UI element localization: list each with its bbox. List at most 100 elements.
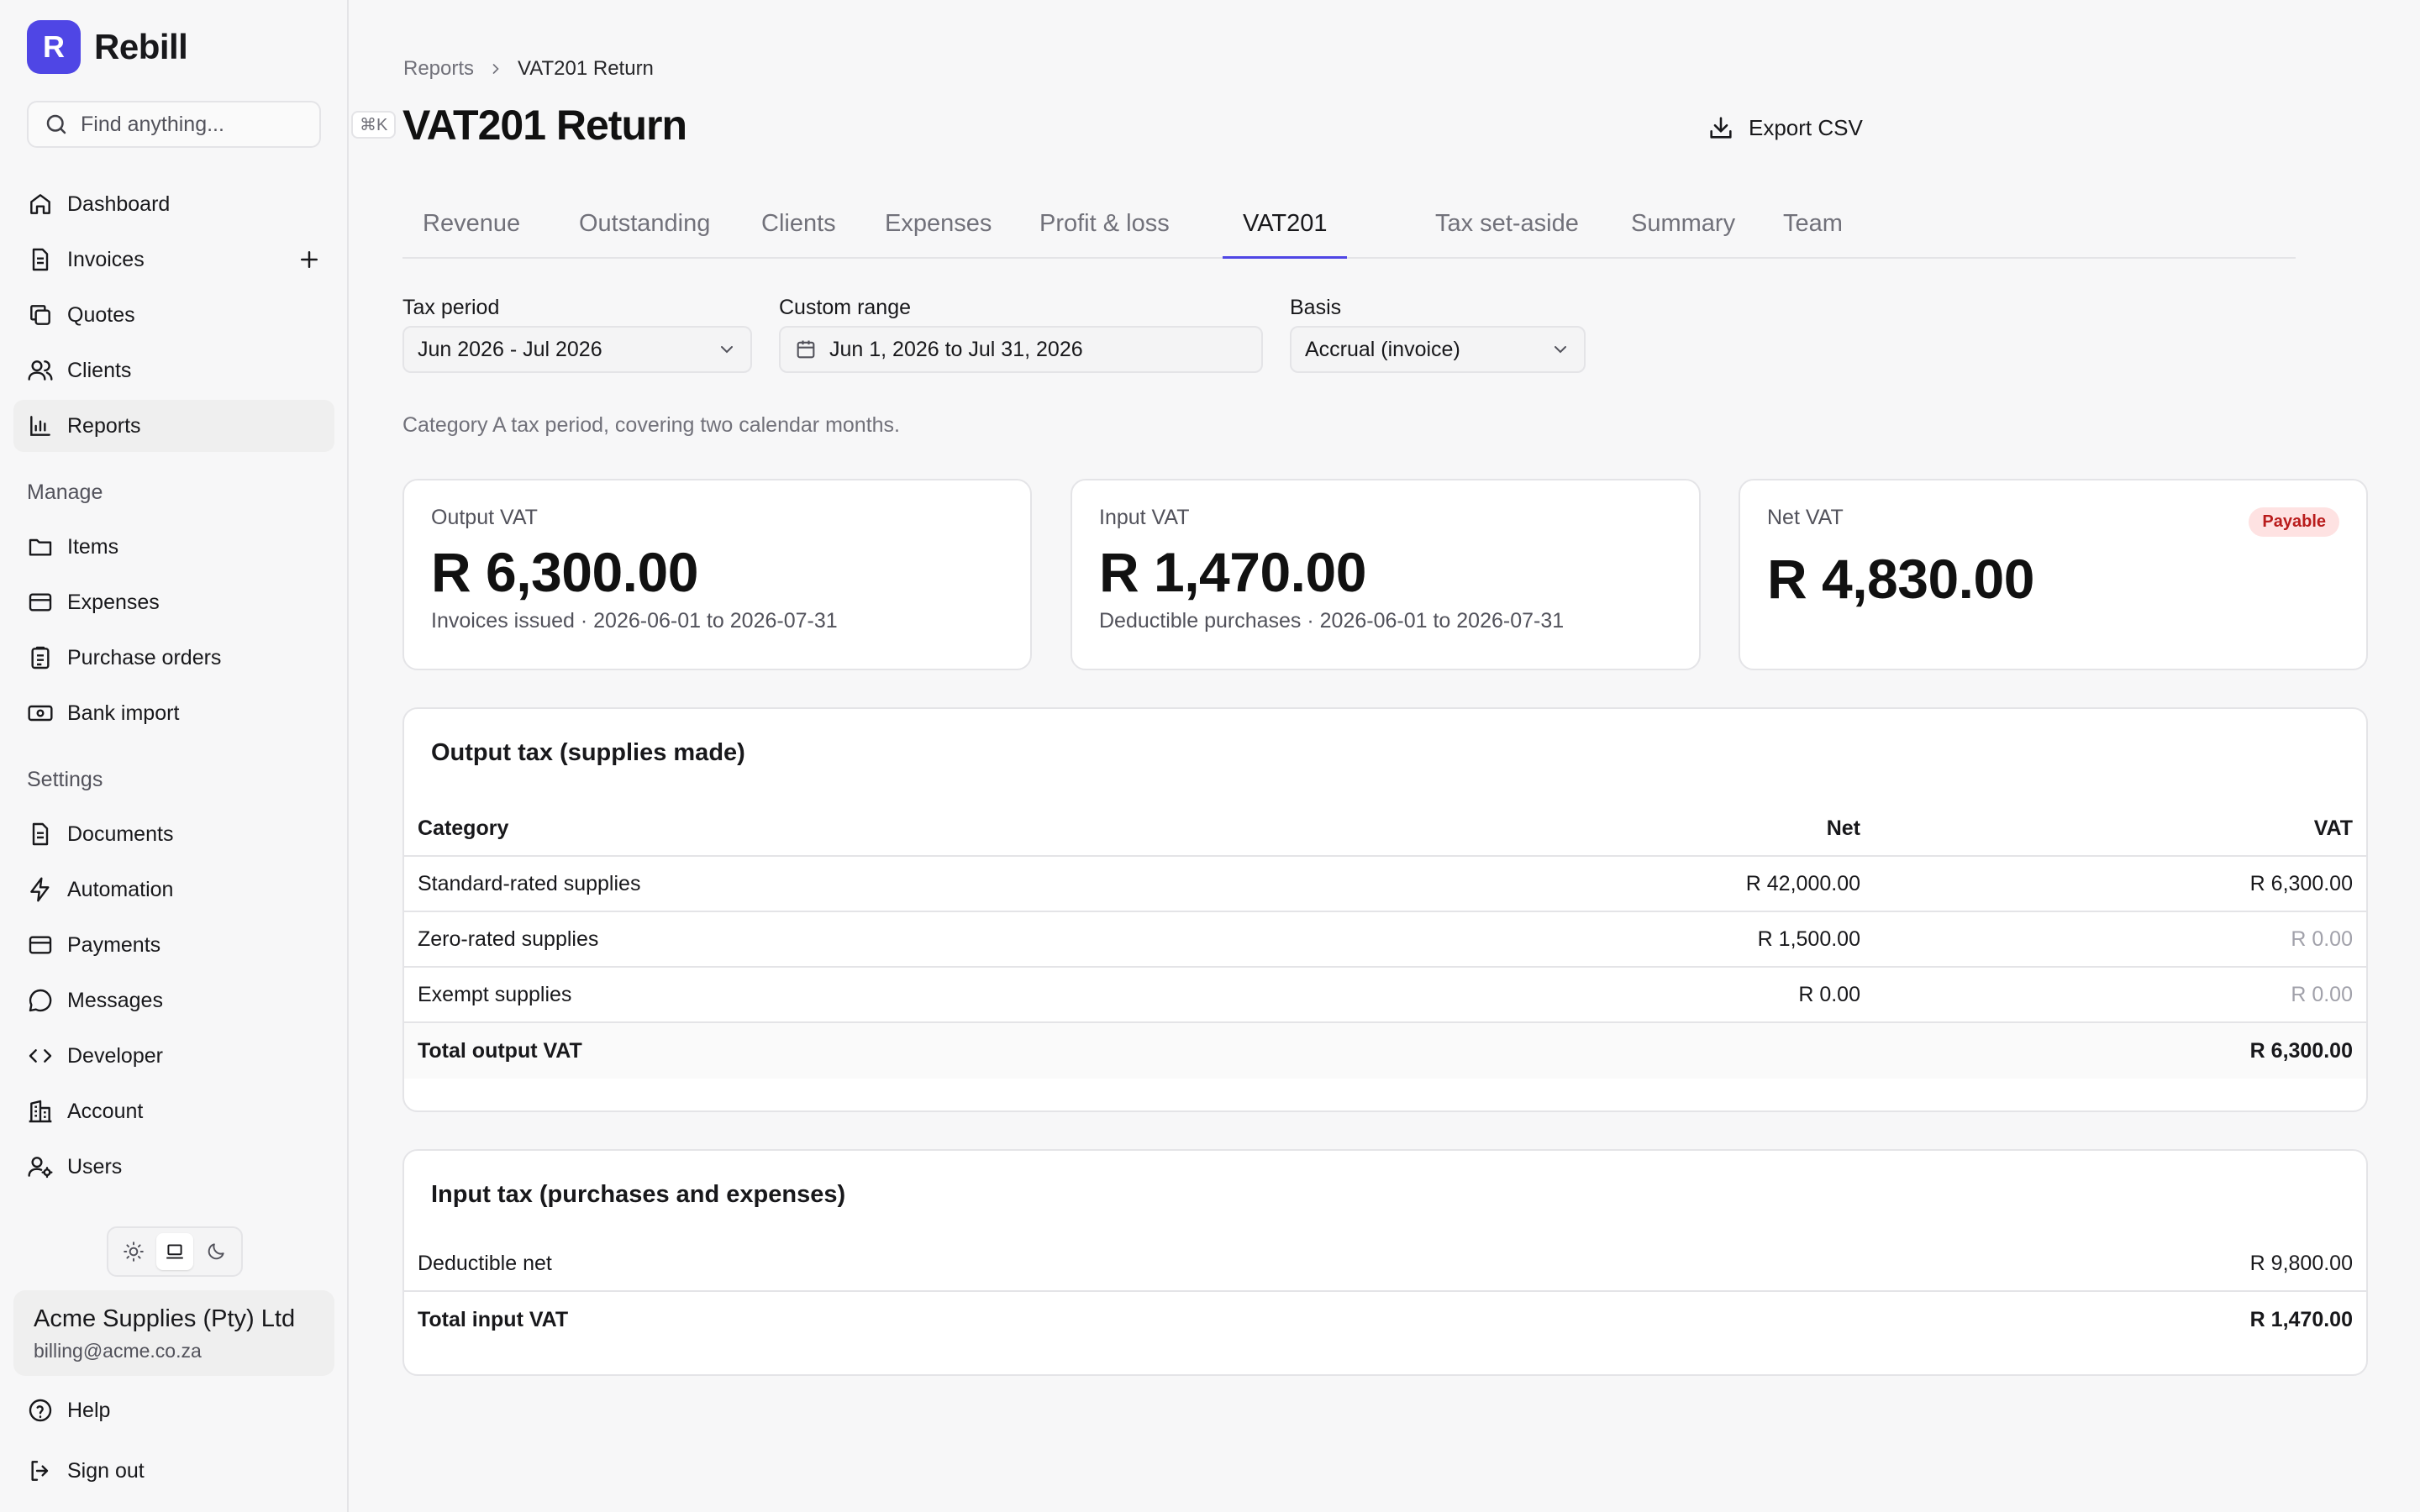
total-value: R 1,470.00 bbox=[2249, 1307, 2353, 1331]
breadcrumb-reports-link[interactable]: Reports bbox=[403, 57, 475, 80]
sidebar-item-developer[interactable]: Developer bbox=[13, 1030, 334, 1082]
tab-revenue[interactable]: Revenue bbox=[423, 210, 521, 237]
basis-label: Basis bbox=[1290, 296, 1342, 319]
tab-vat201[interactable]: VAT201 bbox=[1243, 210, 1328, 237]
sidebar-item-label: Help bbox=[67, 1398, 111, 1422]
row-net: R 42,000.00 bbox=[1745, 871, 1860, 895]
total-label: Total output VAT bbox=[418, 1038, 582, 1063]
sidebar-item-account[interactable]: Account bbox=[13, 1085, 334, 1137]
sidebar-item-label: Invoices bbox=[67, 247, 145, 271]
sidebar-item-label: Clients bbox=[67, 358, 132, 382]
tax-period-label: Tax period bbox=[402, 296, 500, 319]
sidebar-item-payments[interactable]: Payments bbox=[13, 919, 334, 971]
sidebar-item-invoices[interactable]: Invoices bbox=[13, 234, 334, 286]
row-vat: R 0.00 bbox=[2291, 927, 2353, 951]
bolt-icon bbox=[30, 877, 50, 902]
output-tax-panel: Output tax (supplies made) Category Net … bbox=[402, 707, 2368, 1112]
brand[interactable]: R Rebill bbox=[27, 20, 188, 74]
row-category: Zero-rated supplies bbox=[418, 927, 599, 951]
sidebar-item-clients[interactable]: Clients bbox=[13, 344, 334, 396]
chevron-down-icon bbox=[1555, 346, 1566, 354]
table-row: Standard-rated supplies R 42,000.00 R 6,… bbox=[404, 857, 2366, 912]
tab-team[interactable]: Team bbox=[1783, 210, 1843, 237]
table-row: Exempt supplies R 0.00 R 0.00 bbox=[404, 968, 2366, 1023]
row-net: R 0.00 bbox=[1798, 982, 1860, 1006]
moon-icon bbox=[208, 1243, 224, 1260]
sidebar-item-help[interactable]: Help bbox=[13, 1384, 334, 1436]
sidebar-item-label: Bank import bbox=[67, 701, 180, 725]
add-invoice-button[interactable] bbox=[294, 244, 324, 275]
stat-subtitle: Invoices issued · 2026-06-01 to 2026-07-… bbox=[431, 609, 838, 633]
row-category: Exempt supplies bbox=[418, 982, 572, 1006]
document-icon bbox=[32, 248, 49, 271]
org-switcher[interactable]: Acme Supplies (Pty) Ltd billing@acme.co.… bbox=[13, 1290, 334, 1376]
basis-select[interactable]: Accrual (invoice) bbox=[1290, 326, 1586, 373]
stat-value: R 4,830.00 bbox=[1767, 548, 2034, 610]
download-icon bbox=[1710, 117, 1732, 139]
column-header-vat: VAT bbox=[2313, 816, 2353, 840]
tax-period-value: Jun 2026 - Jul 2026 bbox=[418, 337, 602, 361]
column-header-net: Net bbox=[1826, 816, 1860, 840]
search-box[interactable]: ⌘K bbox=[27, 101, 397, 148]
org-name: Acme Supplies (Pty) Ltd bbox=[34, 1305, 296, 1332]
main-content: Reports VAT201 Return VAT201 Return Expo… bbox=[349, 0, 2420, 1512]
sidebar-item-expenses[interactable]: Expenses bbox=[13, 576, 334, 628]
chart-icon bbox=[30, 416, 50, 436]
tab-expenses[interactable]: Expenses bbox=[885, 210, 992, 237]
theme-dark-button[interactable] bbox=[197, 1233, 234, 1270]
sidebar-item-items[interactable]: Items bbox=[13, 521, 334, 573]
tab-summary[interactable]: Summary bbox=[1631, 210, 1736, 237]
sidebar-item-reports[interactable]: Reports bbox=[13, 400, 334, 452]
laptop-icon bbox=[166, 1244, 183, 1259]
card-icon bbox=[29, 936, 52, 954]
sidebar-item-messages[interactable]: Messages bbox=[13, 974, 334, 1026]
theme-light-button[interactable] bbox=[115, 1233, 152, 1270]
tab-outstanding[interactable]: Outstanding bbox=[579, 210, 711, 237]
export-csv-button[interactable]: Export CSV bbox=[1690, 104, 1880, 151]
custom-range-picker[interactable]: Jun 1, 2026 to Jul 31, 2026 bbox=[779, 326, 1263, 373]
stat-value: R 1,470.00 bbox=[1099, 541, 1366, 603]
search-input[interactable] bbox=[81, 112, 351, 137]
sidebar-item-label: Account bbox=[67, 1099, 144, 1123]
export-csv-label: Export CSV bbox=[1749, 114, 1863, 140]
sidebar-item-label: Automation bbox=[67, 877, 174, 901]
sun-icon bbox=[124, 1242, 145, 1262]
home-icon bbox=[30, 194, 50, 214]
custom-range-value: Jun 1, 2026 to Jul 31, 2026 bbox=[829, 337, 1083, 361]
tab-tax-set-aside[interactable]: Tax set-aside bbox=[1435, 210, 1579, 237]
sidebar-item-automation[interactable]: Automation bbox=[13, 864, 334, 916]
breadcrumb: Reports VAT201 Return bbox=[403, 57, 654, 81]
sidebar-item-label: Items bbox=[67, 534, 119, 559]
sidebar-item-bank-import[interactable]: Bank import bbox=[13, 687, 334, 739]
card-icon bbox=[29, 593, 52, 612]
sidebar-item-documents[interactable]: Documents bbox=[13, 808, 334, 860]
tab-clients[interactable]: Clients bbox=[761, 210, 836, 237]
row-value: R 9,800.00 bbox=[2249, 1251, 2353, 1275]
table-row: Zero-rated supplies R 1,500.00 R 0.00 bbox=[404, 912, 2366, 968]
folder-icon bbox=[29, 538, 52, 556]
net-vat-card: Net VAT R 4,830.00 Payable bbox=[1739, 479, 2368, 670]
table-row: Deductible net R 9,800.00 bbox=[404, 1236, 2366, 1292]
input-vat-card: Input VAT R 1,470.00 Deductible purchase… bbox=[1071, 479, 1701, 670]
sidebar-item-purchase-orders[interactable]: Purchase orders bbox=[13, 632, 334, 684]
sidebar-item-dashboard[interactable]: Dashboard bbox=[13, 178, 334, 230]
manage-section-title: Manage bbox=[27, 480, 103, 504]
sidebar-item-sign-out[interactable]: Sign out bbox=[13, 1445, 334, 1497]
chevron-right-icon bbox=[492, 64, 499, 74]
banknote-icon bbox=[28, 705, 53, 722]
theme-system-button[interactable] bbox=[155, 1233, 193, 1270]
tax-period-select[interactable]: Jun 2026 - Jul 2026 bbox=[402, 326, 752, 373]
sidebar-item-users[interactable]: Users bbox=[13, 1141, 334, 1193]
row-label: Deductible net bbox=[418, 1251, 552, 1275]
active-tab-indicator bbox=[1223, 256, 1347, 259]
sidebar-item-label: Developer bbox=[67, 1043, 163, 1068]
stat-subtitle: Deductible purchases · 2026-06-01 to 202… bbox=[1099, 609, 1565, 633]
sidebar-item-quotes[interactable]: Quotes bbox=[13, 289, 334, 341]
search-shortcut: ⌘K bbox=[351, 110, 397, 139]
page-title: VAT201 Return bbox=[402, 102, 687, 149]
code-icon bbox=[29, 1049, 52, 1063]
clipboard-icon bbox=[31, 646, 50, 669]
row-vat: R 0.00 bbox=[2291, 982, 2353, 1006]
tab-profit-loss[interactable]: Profit & loss bbox=[1039, 210, 1170, 237]
stat-label: Net VAT bbox=[1767, 506, 1844, 529]
